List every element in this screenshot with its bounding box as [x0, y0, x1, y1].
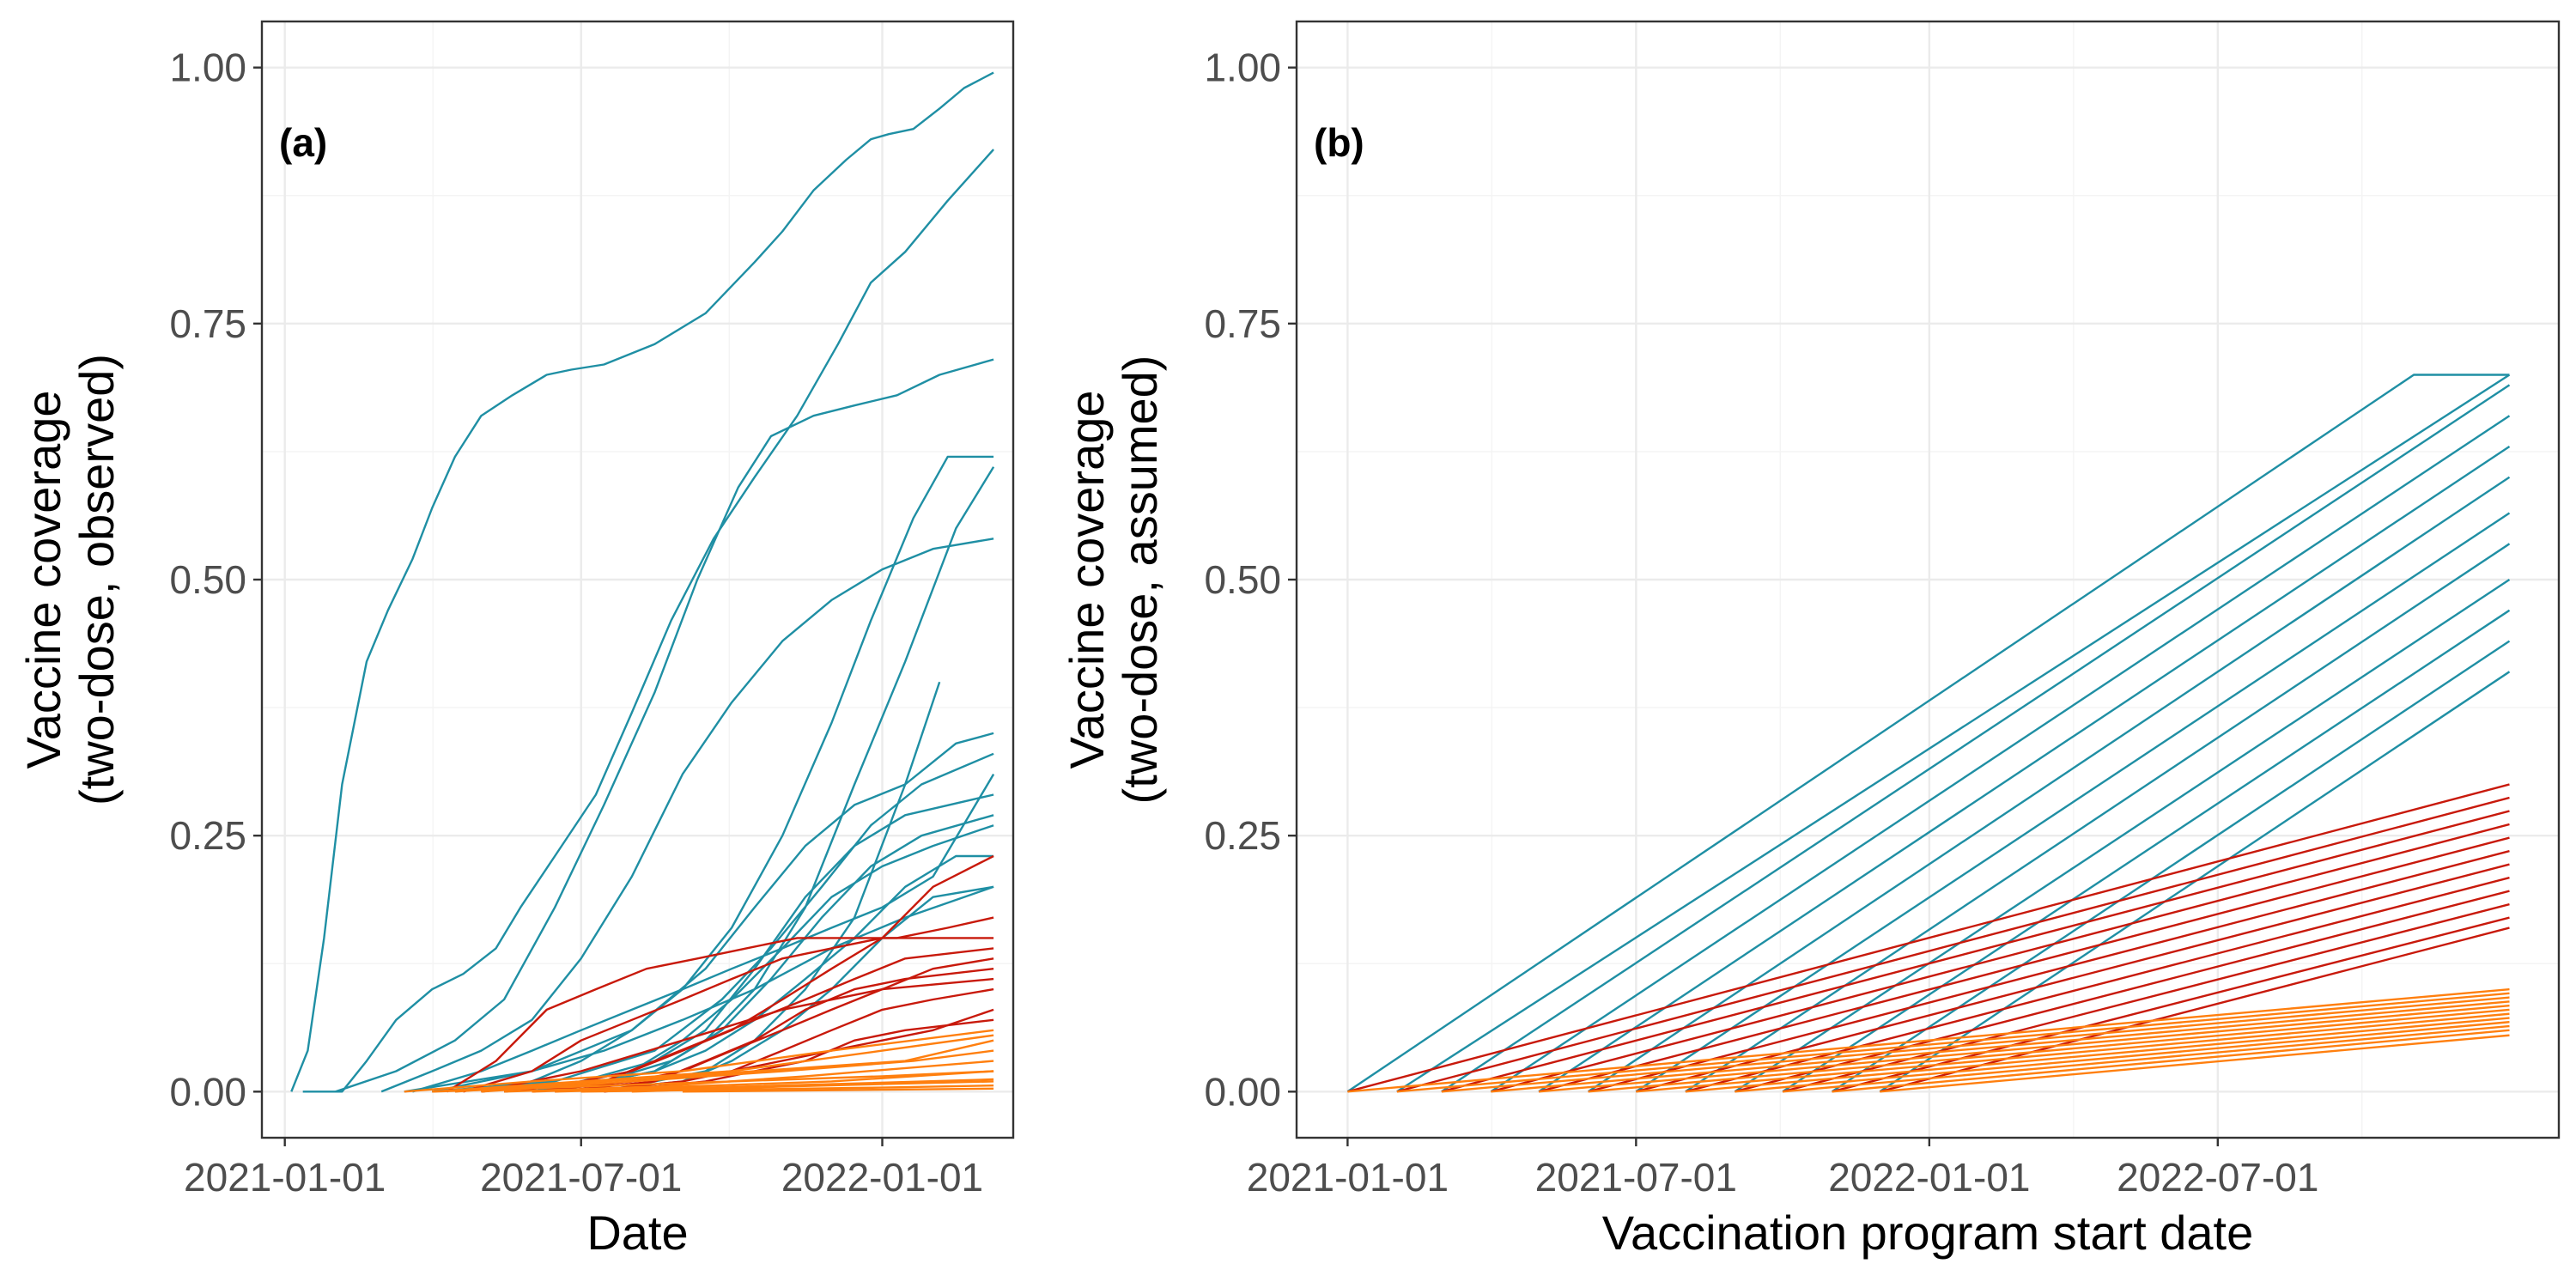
panel-a-y-axis-title-line2: (two-dose, observed) — [70, 354, 124, 805]
series-line-orange-11 — [1880, 1034, 2510, 1093]
series-line-teal-5 — [1588, 476, 2511, 1093]
panel-b: 0.00 0.25 0.50 0.75 1.00 2021-01-01 2021-07-01… — [1060, 20, 2561, 1260]
panel-b-label: (b) — [1314, 120, 1364, 165]
panel-a-x-axis-title: Date — [586, 1206, 688, 1260]
series-line-red-24 — [481, 977, 994, 1093]
series-line-orange-29 — [481, 1049, 994, 1093]
series-line-orange-6 — [1636, 1012, 2510, 1093]
series-line-red-3 — [1491, 823, 2510, 1093]
y-tick-label: 1.00 — [169, 46, 246, 90]
x-tick-label: 2021-07-01 — [480, 1155, 682, 1200]
series-line-orange-3 — [1491, 1000, 2510, 1093]
series-line-orange-0 — [1347, 987, 2510, 1093]
y-tick-label: 0.00 — [169, 1069, 246, 1114]
panel-a-grid — [262, 21, 1013, 1138]
y-tick-label: 0.75 — [1204, 301, 1281, 346]
panel-b-y-axis-title-line1: Vaccine coverage — [1060, 391, 1114, 769]
x-tick-label: 2021-01-01 — [1247, 1155, 1449, 1200]
series-line-red-5 — [1588, 849, 2510, 1093]
series-line-teal-15 — [432, 885, 994, 1093]
series-line-orange-10 — [1832, 1029, 2510, 1093]
panel-b-grid — [1297, 21, 2559, 1138]
series-line-orange-27 — [432, 1034, 994, 1093]
series-line-teal-9 — [1782, 609, 2511, 1093]
series-line-orange-28 — [454, 1039, 994, 1093]
y-tick-label: 0.50 — [1204, 557, 1281, 602]
series-line-orange-35 — [631, 1080, 994, 1093]
y-tick-label: 0.75 — [169, 301, 246, 346]
series-line-teal-0 — [1346, 374, 2510, 1093]
series-line-teal-7 — [1685, 543, 2511, 1093]
series-line-orange-9 — [1782, 1024, 2510, 1093]
series-line-orange-32 — [555, 1078, 994, 1093]
panel-b-axis-ticks: 0.00 0.25 0.50 0.75 1.00 2021-01-01 2021-07-01… — [1204, 46, 2318, 1200]
x-tick-label: 2021-01-01 — [184, 1155, 386, 1200]
panel-b-series — [1346, 374, 2511, 1093]
y-tick-label: 0.00 — [1204, 1069, 1281, 1114]
panel-a-axis-ticks: 0.00 0.25 0.50 0.75 1.00 2021-01-01 2021-07-01… — [169, 46, 983, 1200]
panel-b-y-axis-title-line2: (two-dose, assumed) — [1113, 355, 1167, 805]
series-line-orange-26 — [404, 1029, 994, 1093]
panel-a-y-axis-title-line1: Vaccine coverage — [16, 391, 70, 769]
panel-b-x-axis-title: Vaccination program start date — [1602, 1206, 2253, 1260]
series-line-teal-3 — [380, 538, 994, 1093]
series-line-teal-6 — [404, 732, 994, 1093]
x-tick-label: 2022-07-01 — [2117, 1155, 2318, 1200]
x-tick-label: 2021-07-01 — [1535, 1155, 1737, 1200]
series-line-red-10 — [1832, 916, 2510, 1093]
series-line-orange-36 — [682, 1087, 994, 1093]
series-line-red-4 — [1538, 836, 2510, 1093]
series-line-teal-10 — [1831, 640, 2511, 1093]
y-tick-label: 0.25 — [1204, 813, 1281, 858]
series-line-red-1 — [1396, 796, 2510, 1093]
panel-a-series — [290, 71, 995, 1093]
panel-a: 0.00 0.25 0.50 0.75 1.00 2021-01-01 2021-07-01… — [16, 20, 1015, 1260]
series-line-red-16 — [446, 916, 994, 1093]
series-line-teal-2 — [1441, 384, 2511, 1093]
series-line-orange-2 — [1441, 996, 2510, 1093]
series-line-orange-31 — [532, 1070, 994, 1093]
series-line-red-17 — [463, 937, 994, 1093]
series-line-teal-1 — [1396, 374, 2511, 1093]
series-line-teal-0 — [290, 71, 994, 1092]
series-line-teal-14 — [412, 773, 995, 1093]
series-line-red-18 — [481, 854, 994, 1093]
series-line-orange-4 — [1538, 1004, 2510, 1093]
y-tick-label: 0.50 — [169, 557, 246, 602]
series-line-red-7 — [1685, 876, 2510, 1093]
series-line-orange-7 — [1685, 1017, 2510, 1093]
series-line-teal-4 — [1538, 446, 2511, 1093]
series-line-red-2 — [1441, 810, 2510, 1093]
series-line-orange-8 — [1735, 1021, 2510, 1093]
series-line-orange-5 — [1588, 1008, 2510, 1093]
series-line-red-0 — [1347, 783, 2510, 1093]
series-line-teal-2 — [335, 358, 994, 1093]
panel-a-label: (a) — [279, 120, 327, 165]
x-tick-label: 2022-01-01 — [1828, 1155, 2030, 1200]
series-line-teal-3 — [1490, 415, 2511, 1093]
series-line-red-9 — [1782, 902, 2510, 1093]
series-line-teal-6 — [1635, 512, 2511, 1093]
series-line-orange-1 — [1396, 992, 2510, 1093]
series-line-teal-1 — [302, 149, 994, 1093]
series-line-teal-7 — [432, 752, 994, 1093]
series-line-teal-4 — [454, 455, 994, 1093]
series-line-orange-34 — [432, 1070, 994, 1093]
y-tick-label: 0.25 — [169, 813, 246, 858]
series-line-teal-12 — [580, 885, 994, 1093]
series-line-teal-13 — [604, 681, 941, 1093]
x-tick-label: 2022-01-01 — [781, 1155, 983, 1200]
y-tick-label: 1.00 — [1204, 46, 1281, 90]
series-line-red-22 — [580, 987, 994, 1093]
